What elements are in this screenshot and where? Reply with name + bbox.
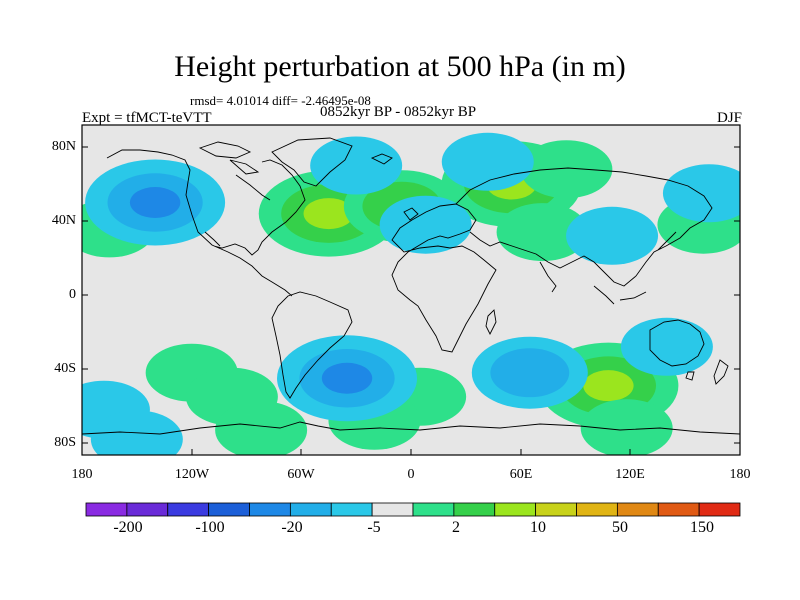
colorbar-box-14	[657, 502, 700, 517]
colorbar-box-3	[208, 502, 250, 517]
positive-anomaly-7-level-1	[520, 140, 613, 199]
lat-label-80n: 80N	[51, 139, 76, 154]
colorbar-box-12	[576, 502, 618, 517]
colorbar-box-5	[289, 502, 332, 517]
lon-label-120e: 120E	[615, 467, 645, 482]
lat-label-40s: 40S	[54, 361, 76, 376]
positive-anomaly-3-level-3	[303, 198, 354, 230]
negative-anomaly-6-level-1	[662, 164, 740, 223]
positive-anomaly-13-level-1	[215, 401, 308, 455]
lon-label-120w: 120W	[174, 467, 210, 482]
colorbar-label-neg20: -20	[281, 519, 303, 536]
positive-anomaly-12-level-1	[580, 399, 673, 455]
lon-label-180e: 180	[729, 467, 751, 482]
negative-anomaly-0-level-3	[129, 187, 181, 218]
colorbar-box-10	[494, 502, 537, 517]
lon-label-180w: 180	[71, 467, 93, 482]
negative-anomaly-7-level-1	[310, 136, 403, 195]
lon-label-60e: 60E	[509, 467, 533, 482]
colorbar-label-neg5: -5	[367, 519, 381, 536]
experiment-label: Expt = tfMCT-teVTT	[82, 110, 212, 126]
positive-anomaly-9-level-1	[496, 203, 589, 262]
season-label: DJF	[716, 110, 742, 126]
colorbar-box-9	[453, 502, 496, 517]
colorbar-box-7	[371, 502, 414, 517]
period-label: 0852kyr BP - 0852kyr BP	[320, 104, 477, 120]
colorbar-box-6	[330, 502, 373, 517]
colorbar-box-13	[616, 502, 659, 517]
colorbar-label-150: 150	[690, 519, 714, 536]
coast-south-america	[271, 291, 353, 399]
coast-madagascar	[485, 309, 497, 336]
coast-europe-africa	[391, 203, 497, 353]
negative-anomaly-9-level-1	[441, 132, 534, 191]
plot-title: Height perturbation at 500 hPa (in m)	[174, 50, 626, 83]
coast-greenland	[271, 137, 353, 187]
coastlines	[82, 137, 740, 435]
colorbar-box-4	[249, 502, 291, 517]
colorbar-box-1	[126, 502, 169, 517]
lat-label-80s: 80S	[54, 435, 76, 450]
coast-antarctica	[82, 421, 740, 435]
lon-label-60w: 60W	[287, 467, 315, 482]
colorbar-label-2: 2	[452, 519, 460, 536]
negative-anomaly-1-level-3	[321, 362, 373, 394]
coast-new-zealand	[713, 359, 729, 385]
colorbar-box-15	[698, 502, 741, 517]
coast-asia	[455, 167, 713, 305]
negative-anomaly-2-level-2	[490, 348, 570, 398]
colorbar-label-50: 50	[612, 519, 628, 536]
colorbar-box-11	[535, 502, 577, 517]
coast-north-america	[106, 149, 306, 297]
coast-arctic-islands	[198, 141, 393, 175]
negative-anomaly-3-level-1	[379, 195, 472, 254]
rmsd-diff-stats: rmsd= 4.01014 diff= -2.46495e-08	[190, 93, 371, 108]
colorbar-box-8	[412, 502, 455, 517]
colorbar-box-0	[85, 502, 128, 517]
lat-label-0: 0	[69, 287, 76, 302]
colorbar-label-neg100: -100	[195, 519, 225, 536]
colorbar-box-2	[167, 502, 210, 517]
contour-field	[82, 132, 740, 455]
positive-anomaly-8-level-3	[583, 370, 634, 402]
negative-anomaly-4-level-1	[566, 206, 659, 265]
lon-label-0: 0	[407, 467, 415, 482]
coast-australia	[649, 319, 705, 381]
axis-ticks	[82, 146, 740, 455]
lat-label-40n: 40N	[51, 213, 76, 228]
colorbar-label-10: 10	[530, 519, 546, 536]
colorbar-label-neg200: -200	[113, 519, 143, 536]
